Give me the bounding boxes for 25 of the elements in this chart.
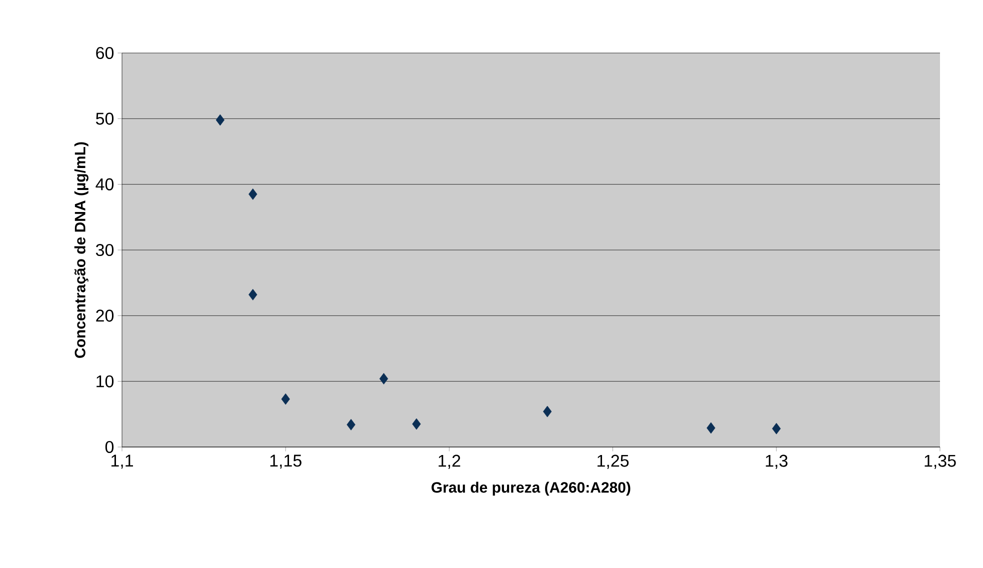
point bbox=[216, 114, 224, 126]
y-tick-label: 10 bbox=[96, 375, 114, 388]
x-tick-label: 1,25 bbox=[598, 454, 629, 469]
point bbox=[248, 188, 258, 200]
y-tick-label: 20 bbox=[96, 310, 114, 322]
x-tick-label: 1,1 bbox=[111, 454, 133, 469]
y-axis-title: Concentração de DNA (µg/mL) bbox=[74, 142, 88, 358]
y-tick-label: 30 bbox=[96, 244, 114, 256]
x-tick-label: 1,2 bbox=[438, 454, 460, 469]
y-tick-label: 60 bbox=[96, 46, 114, 60]
x-tick-label: 1,3 bbox=[766, 454, 788, 469]
point bbox=[412, 418, 421, 430]
point bbox=[379, 373, 388, 384]
point bbox=[772, 422, 781, 434]
y-tick-label: 40 bbox=[96, 178, 114, 190]
x-tick-label: 1,15 bbox=[270, 454, 302, 469]
x-axis-title: Grau de pureza (A260:A280) bbox=[432, 482, 630, 496]
y-tick-label: 0 bbox=[105, 440, 114, 454]
point bbox=[248, 288, 258, 300]
point bbox=[543, 406, 552, 418]
point bbox=[346, 418, 356, 430]
x-tick-label: 1,35 bbox=[924, 454, 956, 469]
point bbox=[706, 422, 716, 434]
point bbox=[281, 393, 290, 405]
y-tick-label: 50 bbox=[96, 112, 114, 125]
